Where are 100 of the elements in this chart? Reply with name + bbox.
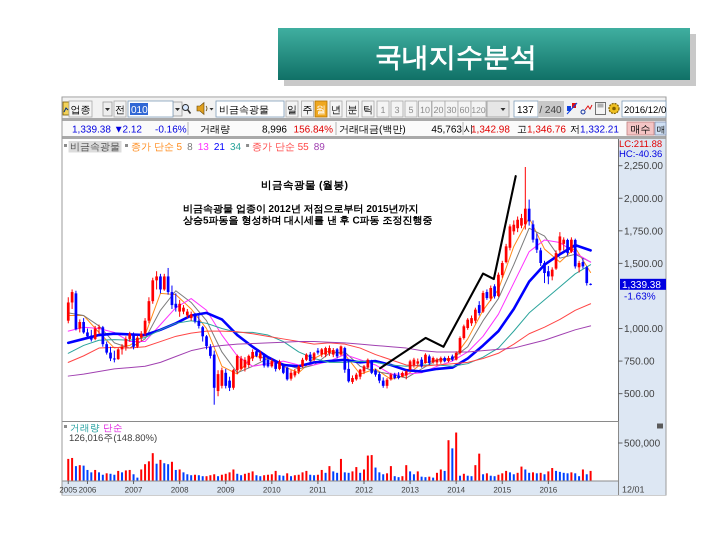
bar [424, 477, 426, 480]
bar [505, 470, 508, 480]
x-tick-label: 2009 [216, 486, 236, 494]
candlestick [420, 356, 423, 368]
text: HC:-40.36 [619, 149, 662, 160]
bar [209, 475, 212, 480]
annotation: 상승5파동을 형성하며 대시세를 낸 후 C파동 조정진행중 [183, 216, 432, 226]
text: 2.12 [122, 124, 142, 136]
candlestick [554, 250, 558, 270]
bar [558, 472, 561, 480]
bar [224, 474, 227, 480]
candlestick [197, 314, 200, 330]
candlestick [585, 266, 588, 286]
bar [170, 462, 173, 480]
candlestick [324, 346, 327, 358]
y-tick-label: 2,250.00 [624, 161, 664, 172]
candlestick [382, 376, 385, 388]
candlestick [186, 308, 189, 319]
bar [547, 471, 550, 480]
candlestick [550, 266, 554, 281]
candlestick [547, 266, 550, 285]
bar [555, 470, 558, 480]
x-tick-label: 2010 [262, 486, 282, 494]
bar [198, 475, 200, 480]
candlestick [482, 290, 484, 314]
text: 1 [380, 105, 386, 115]
candlestick [136, 335, 139, 349]
candlestick [408, 359, 412, 371]
candlestick [66, 296, 70, 324]
bar [152, 453, 154, 480]
bar [302, 472, 304, 480]
candlestick [128, 331, 132, 342]
candlestick [266, 356, 270, 368]
candlestick [543, 260, 546, 284]
bar [124, 470, 127, 480]
text: 비금속광물 [219, 105, 269, 116]
bar [274, 470, 277, 480]
text: 137 [517, 105, 534, 116]
bar [266, 474, 269, 480]
text: 5 [408, 105, 414, 115]
candlestick [98, 324, 100, 334]
text: 업종 [70, 105, 90, 116]
candlestick [228, 376, 231, 392]
bar [540, 472, 542, 480]
text: 3 [394, 105, 400, 115]
bar [67, 458, 70, 480]
bar [578, 476, 580, 480]
bar [282, 476, 284, 480]
bar [512, 474, 515, 480]
text: 45,763 [431, 124, 462, 136]
text: 12/01 [622, 484, 645, 494]
bar [374, 468, 377, 480]
bar [528, 472, 530, 480]
bar [270, 474, 273, 480]
candlestick [301, 357, 304, 368]
candlestick [278, 359, 281, 371]
bar [320, 470, 323, 480]
candlestick [570, 236, 573, 254]
candlestick [162, 273, 166, 292]
candlestick [120, 344, 124, 356]
text: 년 [331, 105, 341, 116]
bar [163, 463, 166, 480]
x-tick-label: 2008 [170, 486, 190, 494]
y-tick-label: 500.00 [624, 389, 656, 400]
bar [232, 469, 234, 480]
bar [486, 473, 488, 480]
bar [370, 455, 373, 480]
x-tick-label: 2015 [493, 486, 512, 494]
text: 20 [433, 105, 444, 115]
bar [313, 475, 316, 480]
candlestick [332, 348, 335, 358]
candlestick [528, 199, 530, 226]
bar [562, 472, 565, 480]
candlestick [216, 370, 220, 397]
bar [156, 464, 158, 480]
x-tick-label: 2011 [309, 486, 328, 494]
bar [482, 474, 484, 480]
bar [466, 476, 469, 480]
text: 1,339.38 ▼ [72, 124, 124, 136]
candlestick [458, 336, 462, 356]
bar [551, 468, 554, 480]
annotation: 비금속광물 업종이 2012년 저점으로부터 2015년까지 [183, 204, 419, 215]
text: 1,346.76 [527, 124, 566, 136]
candlestick [166, 267, 170, 296]
x-tick-label: 2007 [124, 486, 144, 494]
text: 거래량 [200, 124, 230, 136]
bar [324, 472, 327, 480]
bar [566, 473, 569, 480]
bar [378, 472, 380, 480]
bar [574, 473, 576, 480]
text: -0.16% [155, 124, 187, 136]
bar [248, 472, 250, 480]
candlestick [190, 311, 193, 322]
candlestick [478, 300, 481, 316]
candlestick [362, 364, 366, 375]
candlestick [148, 296, 150, 324]
bar [544, 474, 546, 480]
bar [462, 474, 465, 480]
candlestick [224, 368, 228, 389]
bar [459, 476, 462, 480]
